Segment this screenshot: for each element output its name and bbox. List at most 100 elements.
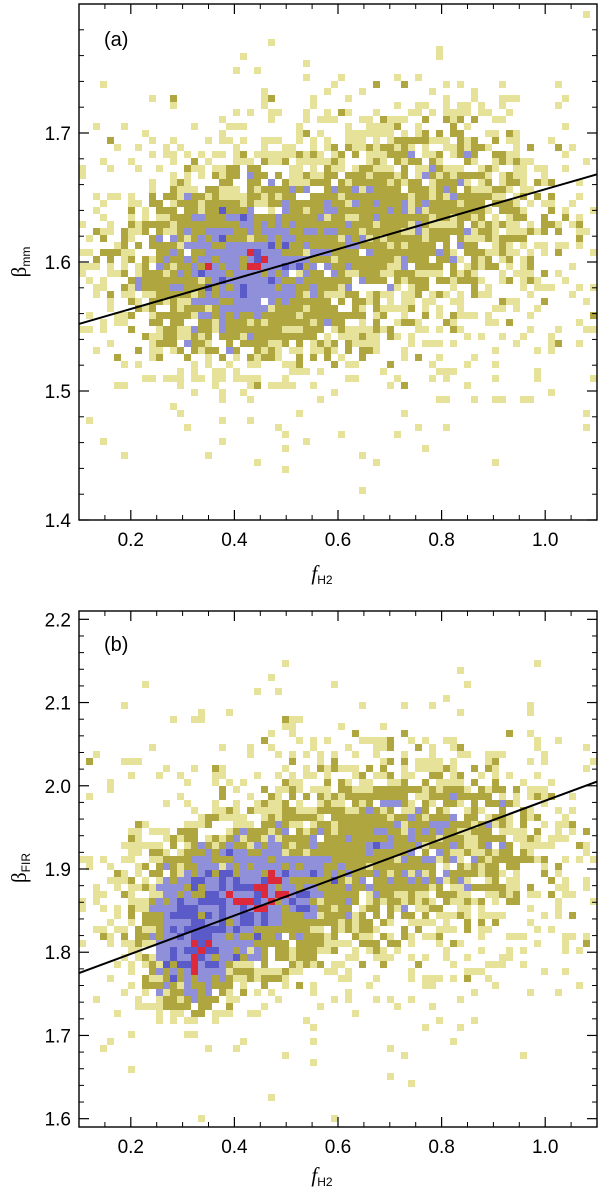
density-cell bbox=[268, 151, 275, 158]
density-cell bbox=[261, 137, 268, 144]
density-cell bbox=[471, 807, 478, 814]
density-cell bbox=[233, 165, 240, 172]
density-cell bbox=[107, 291, 114, 298]
density-cell bbox=[373, 207, 380, 214]
density-cell bbox=[429, 884, 436, 891]
density-cell bbox=[443, 207, 450, 214]
density-cell bbox=[275, 898, 282, 905]
density-cell bbox=[240, 898, 247, 905]
density-cell bbox=[394, 221, 401, 228]
density-cell bbox=[429, 821, 436, 828]
density-cell bbox=[268, 319, 275, 326]
density-cell bbox=[219, 165, 226, 172]
density-cell bbox=[352, 835, 359, 842]
density-cell bbox=[408, 954, 415, 961]
density-cell bbox=[198, 863, 205, 870]
density-cell bbox=[422, 151, 429, 158]
density-cell bbox=[135, 284, 142, 291]
density-cell bbox=[282, 891, 289, 898]
density-cell bbox=[240, 305, 247, 312]
density-cell bbox=[422, 445, 429, 452]
density-cell bbox=[240, 298, 247, 305]
density-cell bbox=[226, 319, 233, 326]
density-cell bbox=[471, 193, 478, 200]
density-cell bbox=[184, 996, 191, 1003]
density-cell bbox=[212, 926, 219, 933]
density-cell bbox=[226, 877, 233, 884]
density-cell bbox=[345, 926, 352, 933]
density-cell bbox=[338, 431, 345, 438]
density-cell bbox=[408, 298, 415, 305]
density-cell bbox=[149, 179, 156, 186]
density-cell bbox=[520, 277, 527, 284]
density-cell bbox=[583, 842, 590, 849]
density-cell bbox=[296, 305, 303, 312]
density-cell bbox=[422, 779, 429, 786]
density-cell bbox=[296, 200, 303, 207]
density-cell bbox=[583, 877, 590, 884]
density-cell bbox=[303, 151, 310, 158]
density-cell bbox=[429, 298, 436, 305]
density-cell bbox=[520, 828, 527, 835]
density-cell bbox=[247, 912, 254, 919]
density-cell bbox=[170, 340, 177, 347]
density-cell bbox=[380, 207, 387, 214]
density-cell bbox=[478, 933, 485, 940]
density-cell bbox=[254, 312, 261, 319]
density-cell bbox=[317, 207, 324, 214]
density-cell bbox=[366, 172, 373, 179]
density-cell bbox=[324, 284, 331, 291]
density-cell bbox=[205, 186, 212, 193]
density-cell bbox=[156, 933, 163, 940]
density-cell bbox=[128, 842, 135, 849]
density-cell bbox=[198, 326, 205, 333]
density-cell bbox=[282, 898, 289, 905]
density-cell bbox=[359, 263, 366, 270]
density-cell bbox=[485, 186, 492, 193]
density-cell bbox=[436, 291, 443, 298]
density-cell bbox=[394, 779, 401, 786]
density-cell bbox=[282, 242, 289, 249]
density-cell bbox=[205, 968, 212, 975]
density-cell bbox=[387, 772, 394, 779]
density-cell bbox=[345, 256, 352, 263]
density-cell bbox=[163, 884, 170, 891]
density-cell bbox=[436, 835, 443, 842]
density-cell bbox=[352, 856, 359, 863]
density-cell bbox=[499, 842, 506, 849]
density-cell bbox=[422, 814, 429, 821]
density-cell bbox=[226, 982, 233, 989]
density-cell bbox=[142, 954, 149, 961]
density-cell bbox=[457, 744, 464, 751]
density-cell bbox=[548, 835, 555, 842]
density-cell bbox=[331, 926, 338, 933]
density-cell bbox=[170, 1010, 177, 1017]
density-cell bbox=[422, 102, 429, 109]
density-cell bbox=[380, 723, 387, 730]
density-cell bbox=[219, 940, 226, 947]
density-cell bbox=[478, 905, 485, 912]
density-cell bbox=[254, 856, 261, 863]
density-cell bbox=[212, 270, 219, 277]
density-cell bbox=[443, 786, 450, 793]
density-cell bbox=[422, 954, 429, 961]
density-cell bbox=[478, 828, 485, 835]
density-cell bbox=[149, 312, 156, 319]
density-cell bbox=[464, 193, 471, 200]
density-cell bbox=[464, 333, 471, 340]
density-cell bbox=[380, 842, 387, 849]
density-cell bbox=[247, 835, 254, 842]
density-cell bbox=[198, 193, 205, 200]
density-cell bbox=[380, 214, 387, 221]
density-cell bbox=[380, 305, 387, 312]
density-cell bbox=[170, 870, 177, 877]
density-cell bbox=[121, 235, 128, 242]
density-cell bbox=[387, 214, 394, 221]
density-cell bbox=[415, 235, 422, 242]
density-cell bbox=[471, 821, 478, 828]
density-cell bbox=[464, 207, 471, 214]
density-cell bbox=[149, 919, 156, 926]
density-cell bbox=[387, 821, 394, 828]
density-cell bbox=[387, 954, 394, 961]
density-cell bbox=[366, 249, 373, 256]
